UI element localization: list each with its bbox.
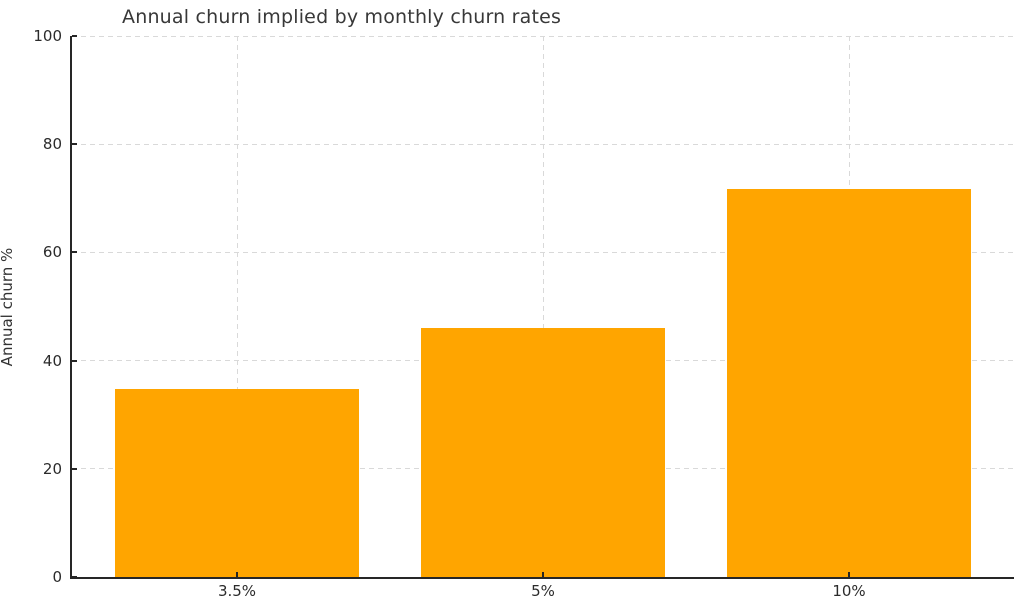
y-tick-label-40: 40: [42, 351, 62, 370]
y-axis-spine: [70, 36, 72, 579]
y-tick-label-20: 20: [42, 459, 62, 478]
y-tick-mark-80: [72, 143, 77, 146]
plot-area: [72, 35, 1014, 578]
x-tick-label-10%: 10%: [832, 582, 866, 600]
y-tick-label-0: 0: [52, 568, 62, 586]
bar-3.5%: [115, 389, 359, 577]
x-tick-mark-10%: [848, 572, 850, 577]
bar-10%: [727, 188, 971, 577]
x-tick-mark-3.5%: [236, 572, 238, 577]
x-tick-label-5%: 5%: [531, 582, 555, 600]
y-tick-label-60: 60: [42, 243, 62, 262]
y-tick-mark-20: [72, 467, 77, 470]
x-tick-label-3.5%: 3.5%: [217, 582, 257, 600]
bar-5%: [421, 328, 665, 577]
y-tick-label-100: 100: [33, 27, 62, 45]
gridline-x-5%: [542, 36, 544, 577]
y-tick-mark-40: [72, 359, 77, 362]
chart-title: Annual churn implied by monthly churn ra…: [122, 6, 562, 28]
y-tick-mark-60: [72, 251, 77, 254]
y-tick-mark-100: [72, 35, 77, 37]
x-tick-mark-5%: [542, 572, 544, 577]
y-tick-label-80: 80: [42, 135, 62, 154]
x-axis-spine: [70, 577, 1014, 579]
gridline-x-3.5%: [236, 36, 238, 577]
